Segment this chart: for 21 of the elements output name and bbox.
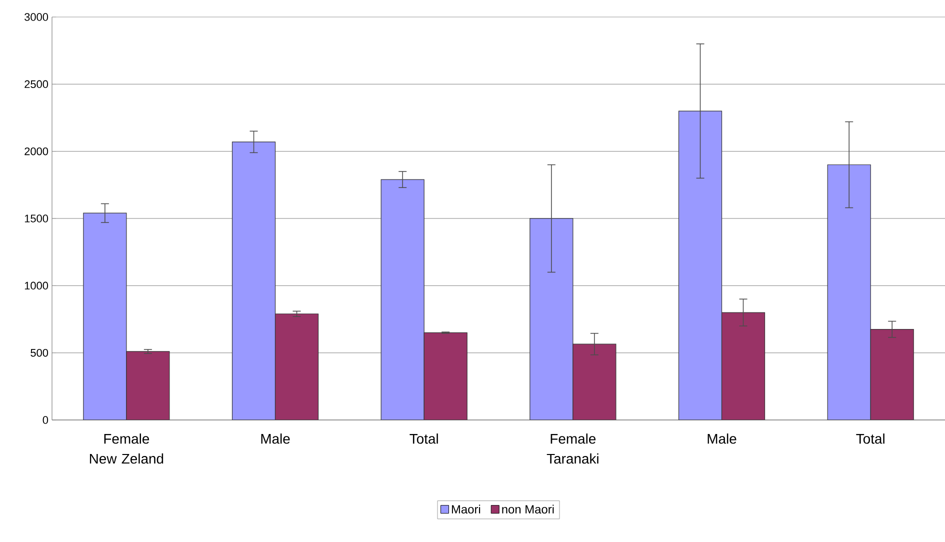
- bar: [83, 212, 127, 420]
- bar: [380, 179, 424, 420]
- y-tick-label: 2500: [24, 80, 48, 88]
- x-tick-label: Total: [856, 434, 884, 444]
- x-tick-label: Male: [261, 434, 290, 444]
- legend-label: Maori: [452, 504, 480, 514]
- y-tick-label: 3000: [24, 13, 48, 21]
- bar: [530, 218, 574, 420]
- x-tick-label: Female New Zeland: [90, 434, 164, 464]
- x-tick-label: Male: [708, 434, 736, 444]
- y-tick-label: 2000: [24, 147, 48, 156]
- bar: [232, 142, 276, 420]
- bar: [827, 164, 871, 420]
- x-tick-label: Female Taranaki: [546, 434, 598, 464]
- bar: [678, 110, 722, 420]
- y-tick-label: 1000: [24, 282, 48, 290]
- y-tick-label: 1500: [24, 214, 48, 222]
- legend-label: non Maori: [502, 504, 554, 514]
- y-tick-label: 500: [30, 348, 48, 357]
- x-tick-label: Total: [410, 434, 438, 444]
- y-tick-label: 0: [42, 416, 48, 424]
